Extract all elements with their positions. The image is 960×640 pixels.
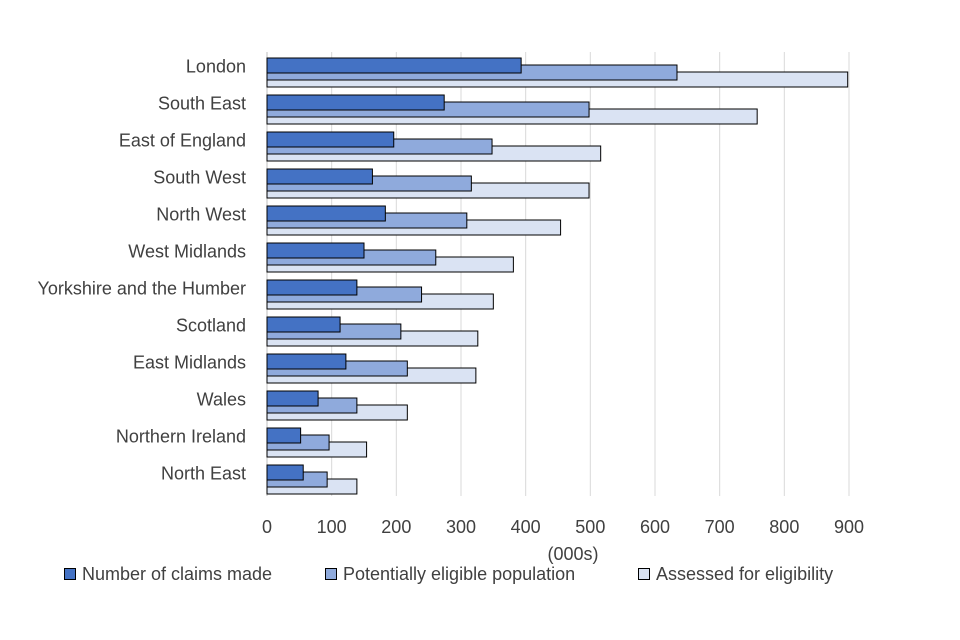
bars (266, 57, 849, 495)
bar-northern-ireland-series-0 (266, 427, 302, 444)
x-tick-200: 200 (381, 517, 411, 537)
x-tick-0: 0 (262, 517, 272, 537)
bar-scotland-series-0 (266, 316, 341, 333)
x-tick-300: 300 (446, 517, 476, 537)
x-tick-800: 800 (769, 517, 799, 537)
category-label-east-of-england: East of England (119, 130, 246, 150)
bar-north-west-series-0 (266, 205, 386, 222)
category-labels: London South East East of England South Wes… (38, 56, 246, 483)
bar-yorkshire-and-the-humber-series-0 (266, 279, 358, 296)
bar-london-series-0 (266, 57, 522, 74)
legend-label-claims: Number of claims made (82, 563, 273, 584)
legend-swatch-eligible (325, 568, 337, 580)
bar-wales-series-0 (266, 390, 319, 407)
legend: Number of claims made Potentially eligib… (0, 561, 960, 587)
bar-east-of-england-series-0 (266, 131, 395, 148)
category-label-wales: Wales (197, 389, 246, 409)
legend-item-claims: Number of claims made (64, 561, 272, 587)
category-label-scotland: Scotland (176, 315, 246, 335)
x-tick-900: 900 (834, 517, 864, 537)
x-tick-700: 700 (705, 517, 735, 537)
bar-south-east-series-0 (266, 94, 445, 111)
bar-east-midlands-series-0 (266, 353, 347, 370)
category-label-london: London (186, 56, 246, 76)
gridlines (266, 52, 850, 496)
bar-north-east-series-0 (266, 464, 304, 481)
category-label-northern-ireland: Northern Ireland (116, 426, 246, 446)
x-tick-400: 400 (511, 517, 541, 537)
category-label-west-midlands: West Midlands (128, 241, 246, 261)
bar-west-midlands-series-0 (266, 242, 365, 259)
legend-item-assessed: Assessed for eligibility (638, 561, 833, 587)
category-label-north-west: North West (156, 204, 246, 224)
category-label-south-east: South East (158, 93, 246, 113)
legend-label-eligible: Potentially eligible population (343, 563, 576, 584)
bar-south-west-series-0 (266, 168, 373, 185)
legend-item-eligible: Potentially eligible population (325, 561, 575, 587)
legend-swatch-assessed (638, 568, 650, 580)
x-tick-600: 600 (640, 517, 670, 537)
legend-label-assessed: Assessed for eligibility (656, 563, 834, 584)
x-tick-100: 100 (317, 517, 347, 537)
legend-swatch-claims (64, 568, 76, 580)
category-label-east-midlands: East Midlands (133, 352, 246, 372)
category-label-yorkshire-and-the-humber: Yorkshire and the Humber (38, 278, 246, 298)
x-axis-title: (000s) (547, 544, 598, 564)
category-label-north-east: North East (161, 463, 246, 483)
category-label-south-west: South West (153, 167, 246, 187)
x-tick-labels: 0 100 200 300 400 500 600 700 800 900 (262, 517, 864, 537)
x-tick-500: 500 (575, 517, 605, 537)
